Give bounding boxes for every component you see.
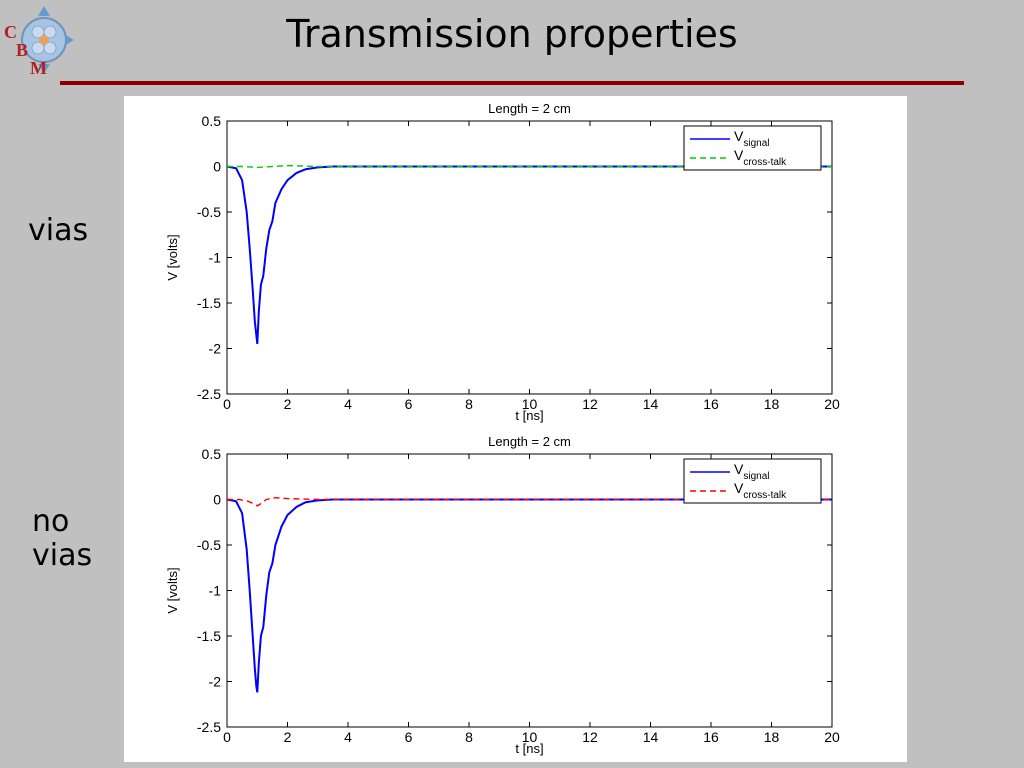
y-tick-label: -1 (209, 583, 222, 599)
series-signal-line (226, 165, 832, 345)
y-tick-label: -0.5 (197, 204, 221, 220)
legend-box (683, 125, 822, 171)
title-divider (60, 81, 964, 85)
y-axis-label: V [volts] (165, 567, 180, 613)
x-tick-label: 8 (465, 396, 473, 412)
y-tick-label: 0.5 (202, 113, 222, 129)
x-tick-label: 18 (764, 729, 780, 745)
y-tick-label: -1.5 (197, 295, 221, 311)
legend-label: Vcross-talk (734, 147, 787, 168)
x-tick-label: 8 (465, 729, 473, 745)
legend-box (683, 458, 822, 504)
legend-label: Vsignal (734, 128, 769, 149)
y-tick-label: -2.5 (197, 386, 221, 402)
slide-title: Transmission properties (286, 12, 738, 56)
label-no-line1: no (32, 504, 70, 539)
label-no-line2: vias (32, 538, 93, 573)
x-tick-label: 18 (764, 396, 780, 412)
logo-letter-c: C (4, 22, 17, 42)
series-crosstalk-line (227, 164, 832, 169)
x-tick-label: 6 (405, 396, 413, 412)
y-tick-label: 0.5 (202, 446, 222, 462)
x-tick-label: 16 (703, 729, 719, 745)
y-tick-label: -2.5 (197, 719, 221, 735)
y-tick-label: 0 (213, 159, 221, 175)
series-signal-line (226, 498, 832, 693)
y-tick-label: -0.5 (197, 537, 221, 553)
logo-letter-b: B (16, 40, 28, 60)
legend-label: Vsignal (734, 461, 769, 482)
x-tick-label: 12 (582, 396, 598, 412)
x-tick-label: 14 (643, 396, 659, 412)
plot-panel: Length = 2 cm 0 2 4 6 8 10 12 14 16 18 20 0.5 0 -0.5 -1… (124, 96, 907, 762)
x-tick-label: 16 (703, 396, 719, 412)
x-tick-label: 10 (522, 396, 538, 412)
x-axis-label: t [ns] (515, 741, 543, 756)
x-tick-label: 14 (643, 729, 659, 745)
logo-letter-m: M (30, 58, 47, 78)
cbm-logo: C B M (4, 6, 74, 78)
x-tick-label: 6 (405, 729, 413, 745)
y-tick-label: -1 (209, 250, 222, 266)
y-tick-label: -1.5 (197, 628, 221, 644)
y-tick-label: -2 (209, 674, 222, 690)
label-vias: vias (28, 213, 89, 248)
x-tick-label: 2 (284, 396, 292, 412)
chart-title: Length = 2 cm (488, 101, 571, 116)
y-tick-label: -2 (209, 341, 222, 357)
series-crosstalk-line (227, 496, 832, 507)
x-tick-label: 12 (582, 729, 598, 745)
chart-with-vias: Length = 2 cm 0 2 4 6 8 10 12 14 16 18 20 0.5 0 -0.5 -1… (165, 101, 840, 423)
legend-label: Vcross-talk (734, 480, 787, 501)
chart-without-vias: Length = 2 cm 0 2 4 6 8 10 12 14 16 18 20 0.5 0 -0.5 -1… (165, 434, 840, 756)
x-tick-label: 20 (824, 396, 840, 412)
x-tick-label: 4 (344, 396, 352, 412)
logo-flower-icon (20, 6, 74, 74)
y-tick-label: 0 (213, 492, 221, 508)
x-tick-label: 4 (344, 729, 352, 745)
x-tick-label: 20 (824, 729, 840, 745)
y-axis-label: V [volts] (165, 234, 180, 280)
x-tick-label: 0 (223, 396, 231, 412)
chart-title: Length = 2 cm (488, 434, 571, 449)
x-tick-label: 10 (522, 729, 538, 745)
x-tick-label: 2 (284, 729, 292, 745)
x-tick-label: 0 (223, 729, 231, 745)
x-axis-label: t [ns] (515, 408, 543, 423)
